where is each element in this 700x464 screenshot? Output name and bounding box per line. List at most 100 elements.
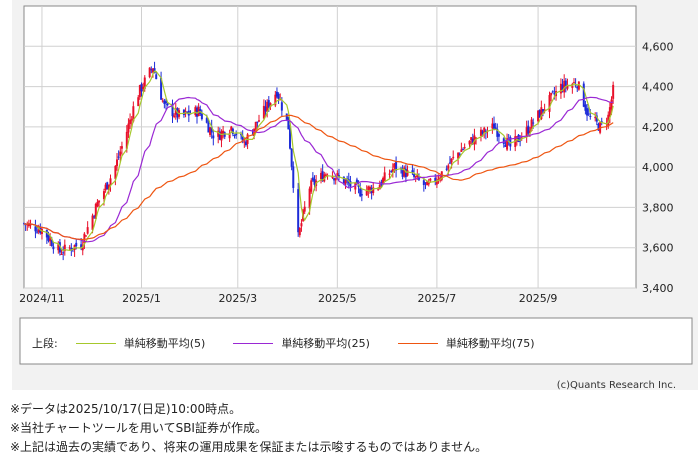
candle-body	[357, 184, 360, 187]
candle-body	[209, 127, 212, 135]
candle-body	[551, 91, 554, 93]
candle-body	[342, 176, 345, 185]
legend-label-sma75: 単純移動平均(75)	[445, 337, 535, 350]
candle-body	[96, 201, 99, 207]
candle-body	[404, 168, 407, 178]
candle-body	[367, 186, 370, 193]
candle-body	[475, 137, 478, 139]
candle-body	[264, 106, 267, 112]
candle-body	[563, 80, 566, 93]
candle-body	[164, 101, 167, 104]
sma-line-5	[23, 70, 614, 252]
candle-body	[493, 123, 496, 131]
candle-body	[491, 123, 494, 129]
candle-body	[411, 170, 414, 173]
candle-body	[254, 121, 257, 130]
candle-body	[148, 67, 151, 78]
candle-body	[365, 190, 368, 196]
candle-body	[37, 229, 40, 233]
legend-box	[19, 317, 693, 365]
candle-body	[85, 235, 88, 237]
candle-body	[49, 238, 52, 242]
candle-body	[589, 115, 592, 117]
candle-body	[279, 99, 282, 101]
candle-body	[23, 223, 25, 225]
candle-body	[333, 178, 336, 181]
candle-body	[528, 130, 531, 134]
candle-body	[471, 138, 474, 145]
candle-body	[331, 176, 334, 178]
candle-body	[336, 173, 339, 176]
candle-body	[320, 172, 323, 180]
candle-body	[540, 107, 543, 120]
candle-body	[83, 233, 86, 244]
candle-body	[413, 174, 416, 177]
legend-swatch-sma25	[233, 342, 274, 344]
candle-body	[93, 216, 96, 218]
candle-body	[98, 200, 101, 203]
legend-label-sma25: 単純移動平均(25)	[281, 337, 370, 350]
footnote: ※当社チャートツールを用いてSBI証券が作成。	[10, 421, 267, 435]
candle-body	[253, 128, 256, 136]
candle-body	[86, 227, 89, 234]
candle-body	[117, 156, 120, 158]
candle-body	[150, 69, 153, 71]
candle-body	[468, 140, 471, 145]
candle-body	[262, 105, 265, 119]
candle-body	[483, 127, 486, 134]
candle-body	[458, 153, 461, 155]
candle-body	[594, 117, 597, 119]
candle-body	[360, 194, 363, 196]
candle-body	[344, 180, 347, 184]
candle-body	[106, 182, 109, 190]
candle-body	[473, 135, 476, 145]
legend-prefix: 上段:	[32, 337, 58, 350]
candle-body	[244, 141, 247, 146]
candle-body	[610, 99, 613, 110]
candle-body	[138, 85, 141, 98]
candle-body	[52, 246, 55, 250]
candle-body	[207, 122, 210, 133]
candle-body	[506, 138, 509, 150]
y-tick-label: 4,400	[642, 81, 674, 94]
candle-body	[233, 134, 236, 136]
candle-body	[166, 103, 169, 106]
candle-body	[586, 108, 589, 116]
candle-body	[426, 181, 429, 186]
candle-body	[311, 177, 314, 181]
candle-body	[119, 151, 122, 156]
candle-body	[129, 119, 132, 124]
candle-body	[285, 113, 288, 120]
legend-label-sma5: 単純移動平均(5)	[123, 337, 206, 350]
candle-body	[561, 84, 564, 91]
candle-body	[287, 116, 290, 130]
candle-body	[414, 176, 417, 178]
candle-body	[200, 113, 203, 120]
candle-body	[130, 119, 133, 121]
candle-body	[337, 175, 340, 177]
sma-line-25	[23, 96, 614, 243]
legend-swatch-sma75	[397, 342, 438, 344]
candle-body	[308, 188, 311, 209]
candle-body	[587, 113, 590, 115]
candle-body	[57, 244, 60, 251]
candle-body	[460, 149, 463, 152]
candle-body	[243, 141, 246, 143]
candle-body	[195, 108, 198, 117]
candle-body	[125, 131, 128, 149]
x-tick-label: 2025/3	[218, 292, 257, 305]
candle-body	[597, 123, 600, 131]
candle-body	[359, 188, 362, 197]
candle-body	[241, 135, 244, 142]
candle-body	[182, 109, 185, 116]
candle-body	[450, 158, 453, 163]
candle-body	[462, 149, 465, 151]
y-tick-label: 3,600	[642, 242, 674, 255]
plot-area	[23, 5, 637, 289]
candle-body	[429, 178, 432, 181]
chart-container: 4,600 4,400 4,200 4,000 3,800 3,600 3,400 2024/…	[12, 0, 698, 391]
candle-body	[434, 177, 437, 182]
y-tick-label: 4,200	[642, 121, 674, 134]
candle-body	[457, 152, 460, 159]
candle-body	[497, 134, 500, 137]
